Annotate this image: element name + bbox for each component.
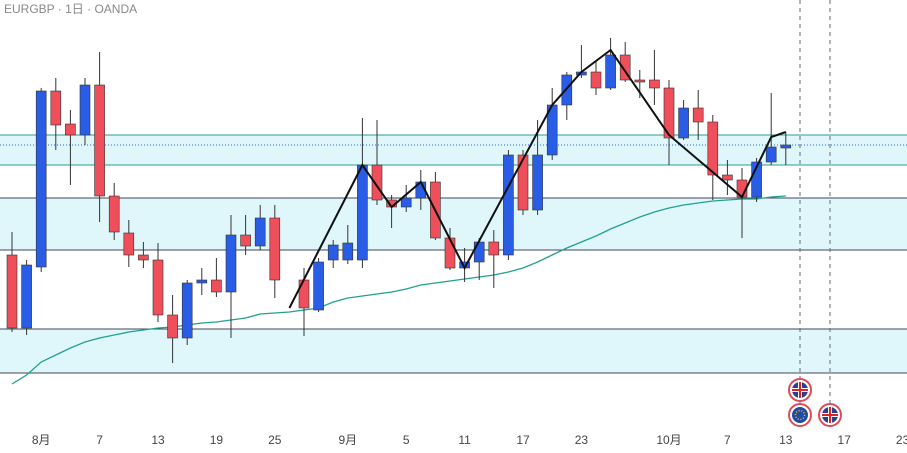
- candle-body: [765, 146, 777, 163]
- candle-body: [327, 244, 339, 261]
- candle-body: [342, 242, 354, 261]
- x-tick-label: 25: [268, 433, 282, 447]
- x-tick-label: 13: [151, 433, 165, 447]
- candle-body: [400, 197, 412, 208]
- candle-body: [269, 217, 281, 281]
- x-tick-label: 23: [575, 433, 589, 447]
- candle-body: [678, 107, 689, 139]
- x-tick-label: 23: [896, 433, 907, 447]
- candle-body: [21, 264, 32, 329]
- candle-body: [79, 84, 91, 136]
- candle-body: [181, 282, 193, 339]
- candle-body: [65, 123, 76, 136]
- candle-body: [35, 90, 47, 268]
- candle-body: [371, 164, 383, 201]
- eu-event-icon[interactable]: [788, 403, 812, 427]
- x-tick-label: 19: [210, 433, 224, 447]
- x-tick-label: 11: [458, 433, 471, 447]
- candle-body: [123, 232, 135, 256]
- candle-body: [722, 174, 733, 181]
- candle-body: [167, 314, 178, 339]
- x-tick-label: 7: [96, 433, 103, 447]
- candle-body: [444, 237, 456, 269]
- candle-body: [488, 241, 500, 256]
- candle-body: [152, 259, 164, 316]
- candle-body: [649, 79, 660, 89]
- x-tick-label: 17: [516, 433, 530, 447]
- candle-body: [240, 234, 251, 247]
- candle-body: [692, 107, 704, 123]
- zone: [0, 329, 907, 373]
- x-tick-label: 9月: [338, 433, 357, 447]
- x-tick-label: 8月: [32, 433, 51, 447]
- chart-title: EURGBP · 1日 · OANDA: [4, 2, 137, 16]
- x-tick-label: 17: [838, 433, 852, 447]
- candle-body: [108, 195, 120, 233]
- zigzag-line: [288, 48, 787, 309]
- uk-event-icon[interactable]: [818, 403, 842, 427]
- candle-body: [211, 279, 222, 293]
- candle-body: [313, 261, 324, 311]
- candle-body: [225, 234, 237, 293]
- candle-body: [619, 54, 631, 81]
- candle-body: [780, 144, 792, 149]
- candle-body: [138, 254, 149, 261]
- candle-body: [196, 279, 208, 284]
- x-tick-label: 10月: [656, 433, 681, 447]
- candle-body: [605, 54, 616, 89]
- candle-body: [473, 241, 485, 263]
- candle-body: [50, 90, 62, 126]
- zone: [0, 135, 907, 165]
- candle-body: [503, 154, 514, 256]
- candle-body: [634, 79, 646, 83]
- candle-body: [663, 87, 675, 139]
- x-tick-label: 13: [779, 433, 793, 447]
- candle-body: [532, 154, 543, 211]
- candle-body: [6, 254, 18, 329]
- candle-body: [707, 121, 719, 176]
- x-tick-label: 5: [403, 433, 410, 447]
- candle-body: [94, 84, 105, 197]
- moving-average: [11, 195, 786, 385]
- candle-body: [590, 71, 602, 89]
- x-tick-label: 7: [724, 433, 731, 447]
- candle-body: [517, 154, 529, 211]
- uk-event-icon[interactable]: [788, 378, 812, 402]
- candle-body: [254, 217, 266, 247]
- candle-body: [357, 164, 368, 261]
